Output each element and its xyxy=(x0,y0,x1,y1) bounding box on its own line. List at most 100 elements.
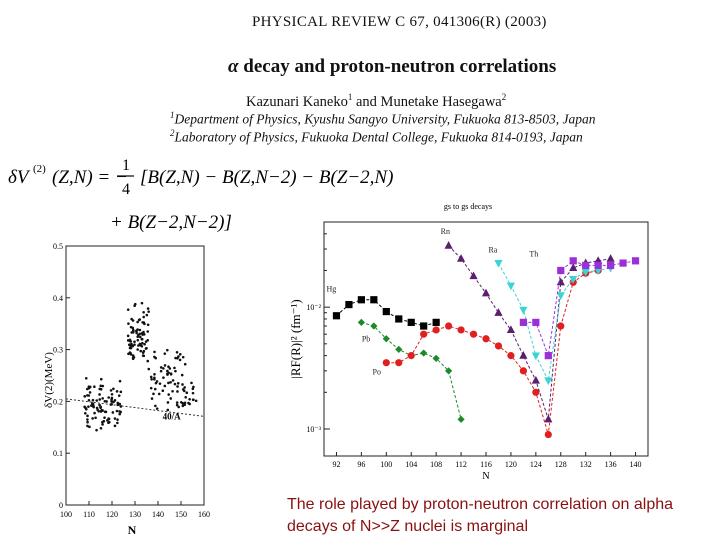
left-data-point xyxy=(183,362,187,366)
left-data-point xyxy=(171,379,175,382)
series-marker xyxy=(420,322,428,330)
left-data-point xyxy=(112,387,115,391)
left-data-point xyxy=(183,401,187,405)
left-data-point xyxy=(95,406,99,410)
left-data-point xyxy=(107,417,111,421)
left-data-point xyxy=(149,375,153,379)
left-ticks: 100 110 120 130 140 150 160 0 0.1 0.2 0.3 0.4 0.5 xyxy=(53,242,210,519)
left-data-point xyxy=(174,369,177,373)
series-marker xyxy=(457,415,465,423)
left-data-point xyxy=(98,403,101,407)
left-data-point xyxy=(167,365,170,369)
right-x-tick-label: 108 xyxy=(430,460,442,469)
left-data-point xyxy=(139,335,142,339)
left-data-point xyxy=(167,393,171,396)
left-data-point xyxy=(159,366,163,369)
series-marker xyxy=(607,261,615,270)
left-data-point xyxy=(167,381,170,385)
left-data-point xyxy=(181,402,185,405)
series-marker xyxy=(569,275,578,284)
left-data-point xyxy=(91,417,94,420)
left-data-point xyxy=(155,407,159,410)
series-marker xyxy=(482,335,490,343)
left-data-point xyxy=(146,359,150,363)
left-data-point xyxy=(107,396,110,399)
left-data-point xyxy=(108,420,111,424)
left-data-point xyxy=(183,386,186,389)
left-data-point xyxy=(166,401,170,404)
formula-frac-den: 4 xyxy=(122,181,130,198)
series-marker xyxy=(494,342,503,350)
series-line xyxy=(523,260,636,356)
formula-lhs: δV xyxy=(8,167,31,188)
left-data-point xyxy=(113,399,117,402)
left-data-point xyxy=(88,385,92,389)
left-data-point xyxy=(185,391,189,394)
series-line xyxy=(336,299,437,327)
left-data-point xyxy=(163,352,167,355)
left-data-point xyxy=(181,404,185,408)
left-points xyxy=(83,301,198,432)
left-data-point xyxy=(147,310,150,313)
left-guide-40-over-a xyxy=(65,398,205,417)
series-th xyxy=(519,257,640,360)
right-x-tick-label: 112 xyxy=(455,460,467,469)
left-data-point xyxy=(166,369,169,373)
left-data-point xyxy=(93,411,96,415)
left-data-point xyxy=(131,326,135,330)
left-data-point xyxy=(87,405,90,408)
series-label-hg: Hg xyxy=(326,284,336,293)
left-data-point xyxy=(98,398,101,401)
series-marker xyxy=(606,254,615,262)
left-y-tick-label: 0.4 xyxy=(53,294,63,303)
paper-title: α decay and proton-neutron correlations xyxy=(228,56,556,78)
left-data-point xyxy=(94,416,97,420)
left-data-point xyxy=(180,373,184,377)
left-data-point xyxy=(175,401,179,404)
series-line xyxy=(386,269,599,435)
series-marker xyxy=(531,375,540,384)
series-marker xyxy=(481,288,491,297)
series-marker xyxy=(519,306,528,315)
series-marker xyxy=(395,315,403,323)
left-data-point xyxy=(174,356,177,360)
left-data-point xyxy=(173,366,176,370)
left-data-point xyxy=(135,329,138,333)
left-data-point xyxy=(163,384,167,388)
formula-frac-num: 1 xyxy=(122,157,130,174)
left-data-point xyxy=(88,425,91,429)
left-data-point xyxy=(99,427,103,430)
left-y-axis-label: δV(2)(MeV) xyxy=(43,352,55,408)
left-data-point xyxy=(116,401,120,405)
left-data-point xyxy=(176,390,179,393)
series-marker xyxy=(494,308,503,316)
series-marker xyxy=(556,292,565,300)
right-x-tick-label: 136 xyxy=(605,460,617,469)
right-x-tick-label: 128 xyxy=(555,460,567,469)
formula-sup: (2) xyxy=(33,163,46,175)
left-data-point xyxy=(117,394,121,397)
left-data-point xyxy=(127,322,130,325)
left-data-point xyxy=(162,367,165,370)
left-data-point xyxy=(187,401,190,405)
right-series xyxy=(332,241,640,439)
left-data-point xyxy=(131,357,135,361)
formula-args: (Z,N) = − xyxy=(52,167,128,188)
left-data-point xyxy=(136,320,139,324)
right-y-tick-label: 10⁻³ xyxy=(306,425,321,434)
left-data-point xyxy=(109,389,113,392)
left-data-point xyxy=(157,392,161,396)
left-data-point xyxy=(155,380,159,383)
series-label-ra: Ra xyxy=(488,246,497,255)
left-data-point xyxy=(169,381,172,384)
left-data-point xyxy=(101,397,104,400)
left-data-point xyxy=(166,373,169,376)
series-marker xyxy=(332,312,341,320)
series-marker xyxy=(519,351,528,359)
author-name-1: Kazunari Kaneko xyxy=(246,93,348,110)
affiliation-1: 1Department of Physics, Kyushu Sangyo Un… xyxy=(170,110,596,128)
series-marker xyxy=(345,300,353,309)
right-x-tick-label: 132 xyxy=(580,460,592,469)
left-x-axis-label: N xyxy=(128,523,137,537)
left-data-point xyxy=(133,304,136,308)
